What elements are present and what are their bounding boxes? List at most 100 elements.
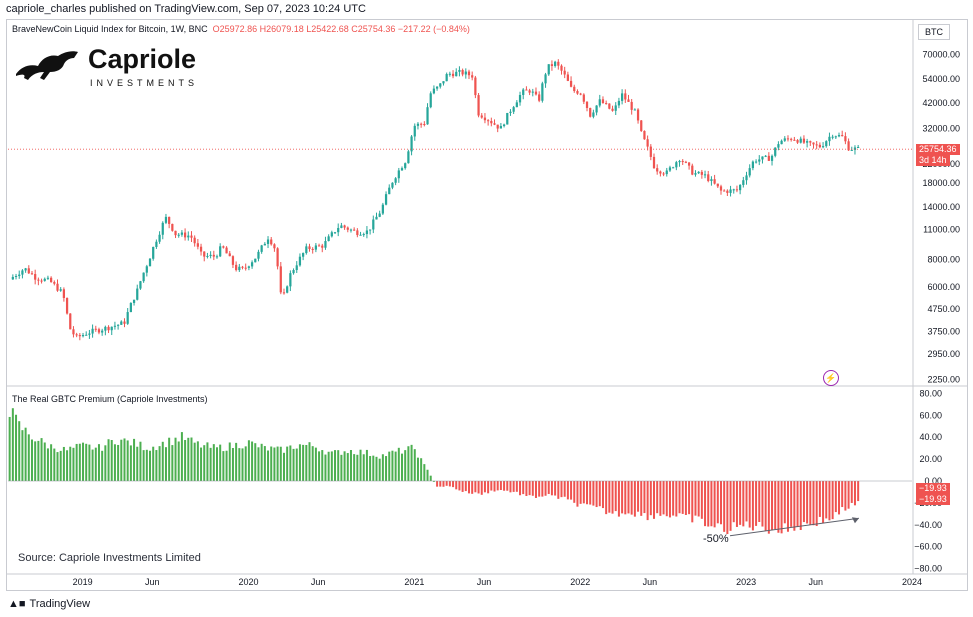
candle-body xyxy=(815,144,818,146)
premium-bar xyxy=(158,446,161,481)
premium-bar xyxy=(570,481,573,500)
premium-bar xyxy=(123,438,126,481)
candle-body xyxy=(480,115,483,118)
candle-body xyxy=(24,268,27,271)
candle-body xyxy=(713,179,716,184)
premium-bar xyxy=(69,446,72,481)
lightning-icon[interactable]: ⚡ xyxy=(823,370,839,386)
premium-bar xyxy=(573,481,576,503)
candle-body xyxy=(608,103,611,109)
candle-body xyxy=(139,281,142,289)
currency-label[interactable]: BTC xyxy=(918,24,950,40)
premium-bar xyxy=(337,450,340,481)
premium-bar xyxy=(225,450,228,481)
premium-bar xyxy=(525,481,528,496)
premium-bar xyxy=(318,451,321,481)
premium-bar xyxy=(442,481,445,487)
premium-bar xyxy=(375,456,378,481)
premium-bar xyxy=(369,456,372,481)
candle-body xyxy=(356,230,359,236)
premium-bar xyxy=(117,444,120,481)
candle-body xyxy=(502,124,506,127)
candle-body xyxy=(397,170,400,179)
change-value: −217.22 (−0.84%) xyxy=(397,24,470,34)
price-axis-tick: 4750.00 xyxy=(927,304,960,314)
premium-bar xyxy=(308,442,311,481)
premium-bar xyxy=(627,481,630,514)
candle-body xyxy=(219,246,222,257)
candle-body xyxy=(292,270,295,274)
premium-bar xyxy=(764,481,767,531)
candle-body xyxy=(375,216,378,220)
premium-bar xyxy=(815,481,818,527)
premium-bar xyxy=(378,458,381,481)
candle-body xyxy=(244,267,247,269)
candle-body xyxy=(196,243,199,247)
candle-body xyxy=(407,151,410,164)
candle-body xyxy=(43,278,46,281)
premium-bar xyxy=(104,445,107,481)
indicator-title[interactable]: The Real GBTC Premium (Capriole Investme… xyxy=(12,394,208,404)
premium-bar xyxy=(745,481,748,522)
candle-body xyxy=(212,254,215,257)
candle-body xyxy=(142,272,145,282)
candle-body xyxy=(359,234,362,236)
ohlc-legend[interactable]: BraveNewCoin Liquid Index for Bitcoin, 1… xyxy=(12,24,470,34)
candle-body xyxy=(624,93,627,100)
candle-body xyxy=(509,111,512,113)
tradingview-footer[interactable]: ▲■ TradingView xyxy=(8,598,90,610)
candle-body xyxy=(391,182,394,188)
premium-bar xyxy=(802,481,805,523)
candle-body xyxy=(46,277,50,279)
candle-body xyxy=(346,227,349,230)
premium-bar xyxy=(330,451,333,481)
premium-bar xyxy=(771,481,774,531)
premium-bar xyxy=(50,444,53,481)
candle-body xyxy=(729,189,732,193)
candle-body xyxy=(643,130,646,140)
candle-body xyxy=(136,288,139,300)
candle-body xyxy=(324,241,327,248)
candle-body xyxy=(432,88,436,94)
premium-bar xyxy=(512,481,515,492)
candle-body xyxy=(640,120,643,131)
premium-bar xyxy=(566,481,569,500)
premium-bar xyxy=(729,481,732,531)
candle-body xyxy=(652,156,656,169)
premium-bar xyxy=(78,443,81,481)
candle-body xyxy=(550,64,554,67)
candle-body xyxy=(282,292,286,294)
premium-bar xyxy=(180,432,183,481)
candle-body xyxy=(40,280,43,282)
candle-body xyxy=(697,171,700,174)
premium-bar xyxy=(129,445,132,481)
premium-bar xyxy=(59,450,62,481)
premium-bar xyxy=(732,481,735,523)
premium-bar xyxy=(254,443,257,481)
candle-body xyxy=(273,244,276,249)
premium-bar xyxy=(401,453,404,481)
candle-body xyxy=(276,248,279,267)
premium-bar xyxy=(818,481,821,517)
premium-bar xyxy=(152,446,155,481)
candle-body xyxy=(802,138,806,143)
premium-bar xyxy=(212,444,215,481)
premium-bar xyxy=(474,481,477,493)
premium-bar xyxy=(215,447,219,481)
candle-body xyxy=(174,230,177,236)
premium-bar xyxy=(857,481,860,502)
premium-bar xyxy=(490,481,493,491)
premium-bar xyxy=(263,446,266,481)
premium-bar xyxy=(362,454,365,481)
candle-body xyxy=(340,225,343,228)
candle-body xyxy=(241,266,244,268)
premium-bar xyxy=(735,481,738,527)
candle-body xyxy=(372,219,375,230)
candle-body xyxy=(65,297,69,314)
candle-body xyxy=(694,173,697,175)
indicator-axis-tick: 20.00 xyxy=(919,454,942,464)
candle-body xyxy=(499,126,503,129)
candle-body xyxy=(487,120,490,122)
premium-bar xyxy=(302,444,305,481)
